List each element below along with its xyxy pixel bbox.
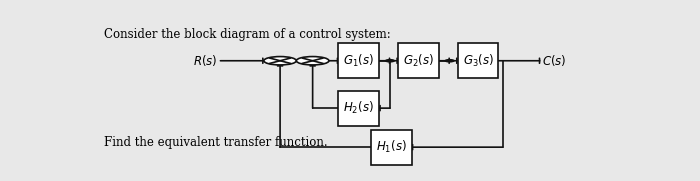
FancyBboxPatch shape	[398, 43, 439, 78]
Circle shape	[264, 56, 296, 65]
Text: $R(s)$: $R(s)$	[193, 53, 218, 68]
FancyBboxPatch shape	[458, 43, 498, 78]
Text: $C(s)$: $C(s)$	[542, 53, 566, 68]
Text: $H_2(s)$: $H_2(s)$	[344, 100, 374, 116]
Text: Consider the block diagram of a control system:: Consider the block diagram of a control …	[104, 28, 391, 41]
Circle shape	[296, 56, 329, 65]
Text: $G_3(s)$: $G_3(s)$	[463, 53, 494, 69]
Text: $G_2(s)$: $G_2(s)$	[403, 53, 434, 69]
FancyBboxPatch shape	[338, 43, 379, 78]
FancyBboxPatch shape	[338, 91, 379, 126]
Text: $H_1(s)$: $H_1(s)$	[376, 139, 407, 155]
Text: $G_1(s)$: $G_1(s)$	[343, 53, 374, 69]
FancyBboxPatch shape	[371, 130, 412, 165]
Text: Find the equivalent transfer function.: Find the equivalent transfer function.	[104, 136, 328, 150]
Circle shape	[445, 60, 454, 62]
Circle shape	[386, 60, 394, 62]
